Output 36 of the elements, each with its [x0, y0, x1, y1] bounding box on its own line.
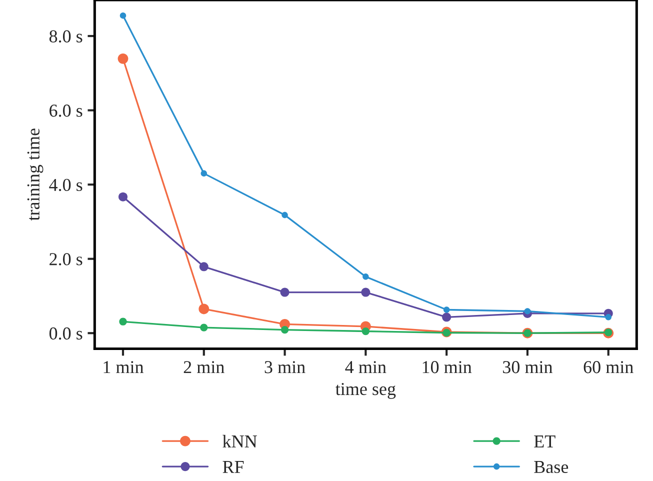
point: [118, 192, 128, 202]
point: [118, 53, 128, 64]
point: [280, 288, 290, 297]
point: [198, 304, 210, 314]
point: [120, 12, 126, 19]
y-tick-label: 0.0 s: [49, 327, 82, 340]
point: [362, 274, 369, 280]
point: [362, 327, 370, 336]
y-tick-label: 4.0 s: [49, 178, 82, 192]
point: [524, 308, 531, 314]
x-axis-title: time seg: [336, 382, 396, 399]
point: [282, 212, 288, 218]
point: [361, 288, 370, 297]
legend-label: ET: [534, 436, 556, 448]
x-tick-label: 30 min: [503, 361, 553, 374]
point: [443, 306, 450, 313]
point: [442, 312, 452, 322]
x-tick-label: 10 min: [422, 361, 472, 374]
point: [200, 324, 208, 332]
x-tick-label: 4 min: [345, 361, 386, 374]
y-tick-label: 2.0 s: [50, 253, 82, 266]
legend-label: Base: [534, 461, 568, 474]
y-tick-label: 8.0 s: [49, 30, 82, 43]
legend-label: kNN: [222, 434, 257, 448]
point: [199, 262, 208, 272]
point: [280, 326, 289, 334]
y-tick-label: 6.0 s: [50, 104, 82, 117]
x-tick-label: 1 min: [104, 361, 144, 374]
x-tick-label: 3 min: [264, 361, 306, 374]
x-tick-label: 2 min: [184, 361, 224, 374]
point: [200, 170, 208, 177]
point: [605, 314, 612, 320]
y-axis-title: training time: [27, 128, 44, 221]
x-tick-label: 60 min: [584, 361, 634, 374]
legend-label: RF: [222, 461, 244, 473]
point: [119, 318, 127, 326]
